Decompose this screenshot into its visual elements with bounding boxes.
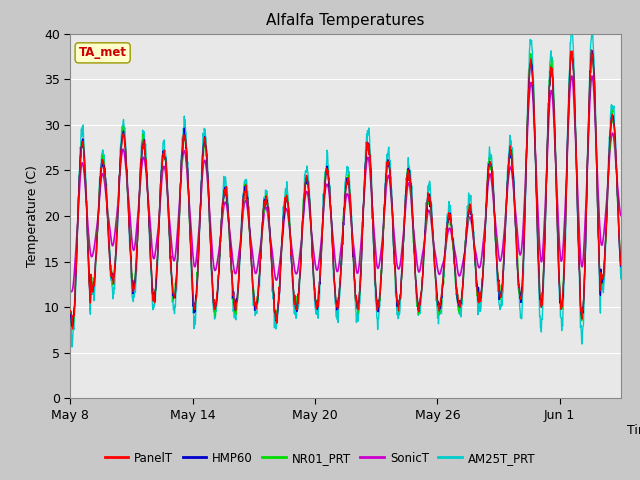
X-axis label: Time: Time (627, 424, 640, 437)
PanelT (579, 306, 586, 312)
NR01_PRT (568, 48, 576, 54)
Line: HMP60: HMP60 (70, 51, 621, 326)
SonicT (452, 254, 460, 260)
AM25T_PRT (104, 211, 111, 217)
SonicT (67, 289, 74, 295)
PanelT (617, 262, 625, 268)
HMP60 (381, 201, 388, 207)
HMP60 (102, 186, 110, 192)
PanelT (381, 194, 388, 200)
HMP60 (589, 48, 596, 54)
AM25T_PRT (381, 192, 388, 198)
PanelT (588, 47, 595, 53)
HMP60 (617, 264, 625, 269)
SonicT (579, 262, 586, 268)
Line: SonicT: SonicT (70, 76, 621, 292)
Line: PanelT: PanelT (70, 50, 621, 329)
NR01_PRT (452, 282, 460, 288)
Title: Alfalfa Temperatures: Alfalfa Temperatures (266, 13, 425, 28)
SonicT (67, 289, 75, 295)
HMP60 (579, 305, 586, 311)
AM25T_PRT (617, 276, 625, 282)
AM25T_PRT (452, 286, 460, 291)
NR01_PRT (381, 195, 388, 201)
SonicT (588, 73, 596, 79)
AM25T_PRT (568, 25, 576, 31)
PanelT (68, 326, 76, 332)
AM25T_PRT (67, 325, 74, 331)
SonicT (481, 230, 488, 236)
PanelT (481, 242, 488, 248)
Y-axis label: Temperature (C): Temperature (C) (26, 165, 38, 267)
NR01_PRT (102, 181, 110, 187)
SonicT (381, 201, 388, 207)
SonicT (104, 206, 111, 212)
PanelT (452, 280, 460, 286)
SonicT (102, 193, 110, 199)
NR01_PRT (68, 324, 76, 330)
AM25T_PRT (481, 241, 488, 247)
HMP60 (452, 280, 460, 286)
NR01_PRT (579, 305, 587, 311)
SonicT (617, 213, 625, 218)
HMP60 (481, 240, 488, 246)
PanelT (102, 186, 110, 192)
AM25T_PRT (579, 324, 587, 329)
Legend: PanelT, HMP60, NR01_PRT, SonicT, AM25T_PRT: PanelT, HMP60, NR01_PRT, SonicT, AM25T_P… (100, 447, 540, 469)
NR01_PRT (617, 262, 625, 268)
AM25T_PRT (102, 185, 110, 191)
Line: AM25T_PRT: AM25T_PRT (70, 28, 621, 347)
NR01_PRT (104, 204, 111, 210)
HMP60 (68, 324, 76, 329)
PanelT (67, 308, 74, 314)
Text: TA_met: TA_met (79, 47, 127, 60)
HMP60 (67, 312, 74, 317)
Line: NR01_PRT: NR01_PRT (70, 51, 621, 327)
NR01_PRT (481, 237, 488, 243)
NR01_PRT (67, 308, 74, 313)
HMP60 (104, 212, 111, 217)
AM25T_PRT (68, 344, 76, 350)
PanelT (104, 213, 111, 218)
